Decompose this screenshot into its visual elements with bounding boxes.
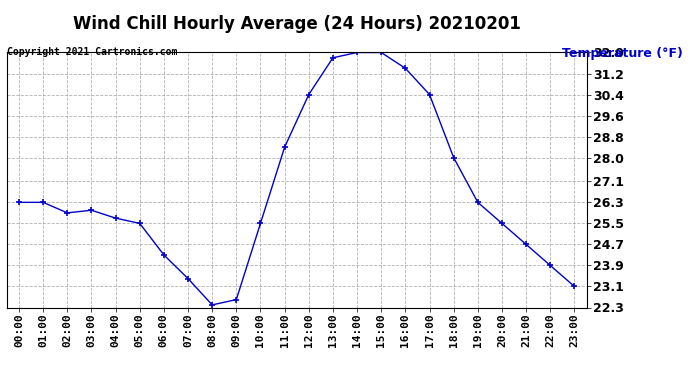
Text: Copyright 2021 Cartronics.com: Copyright 2021 Cartronics.com bbox=[7, 47, 177, 57]
Text: Wind Chill Hourly Average (24 Hours) 20210201: Wind Chill Hourly Average (24 Hours) 202… bbox=[72, 15, 521, 33]
Text: Temperature (°F): Temperature (°F) bbox=[562, 47, 683, 60]
